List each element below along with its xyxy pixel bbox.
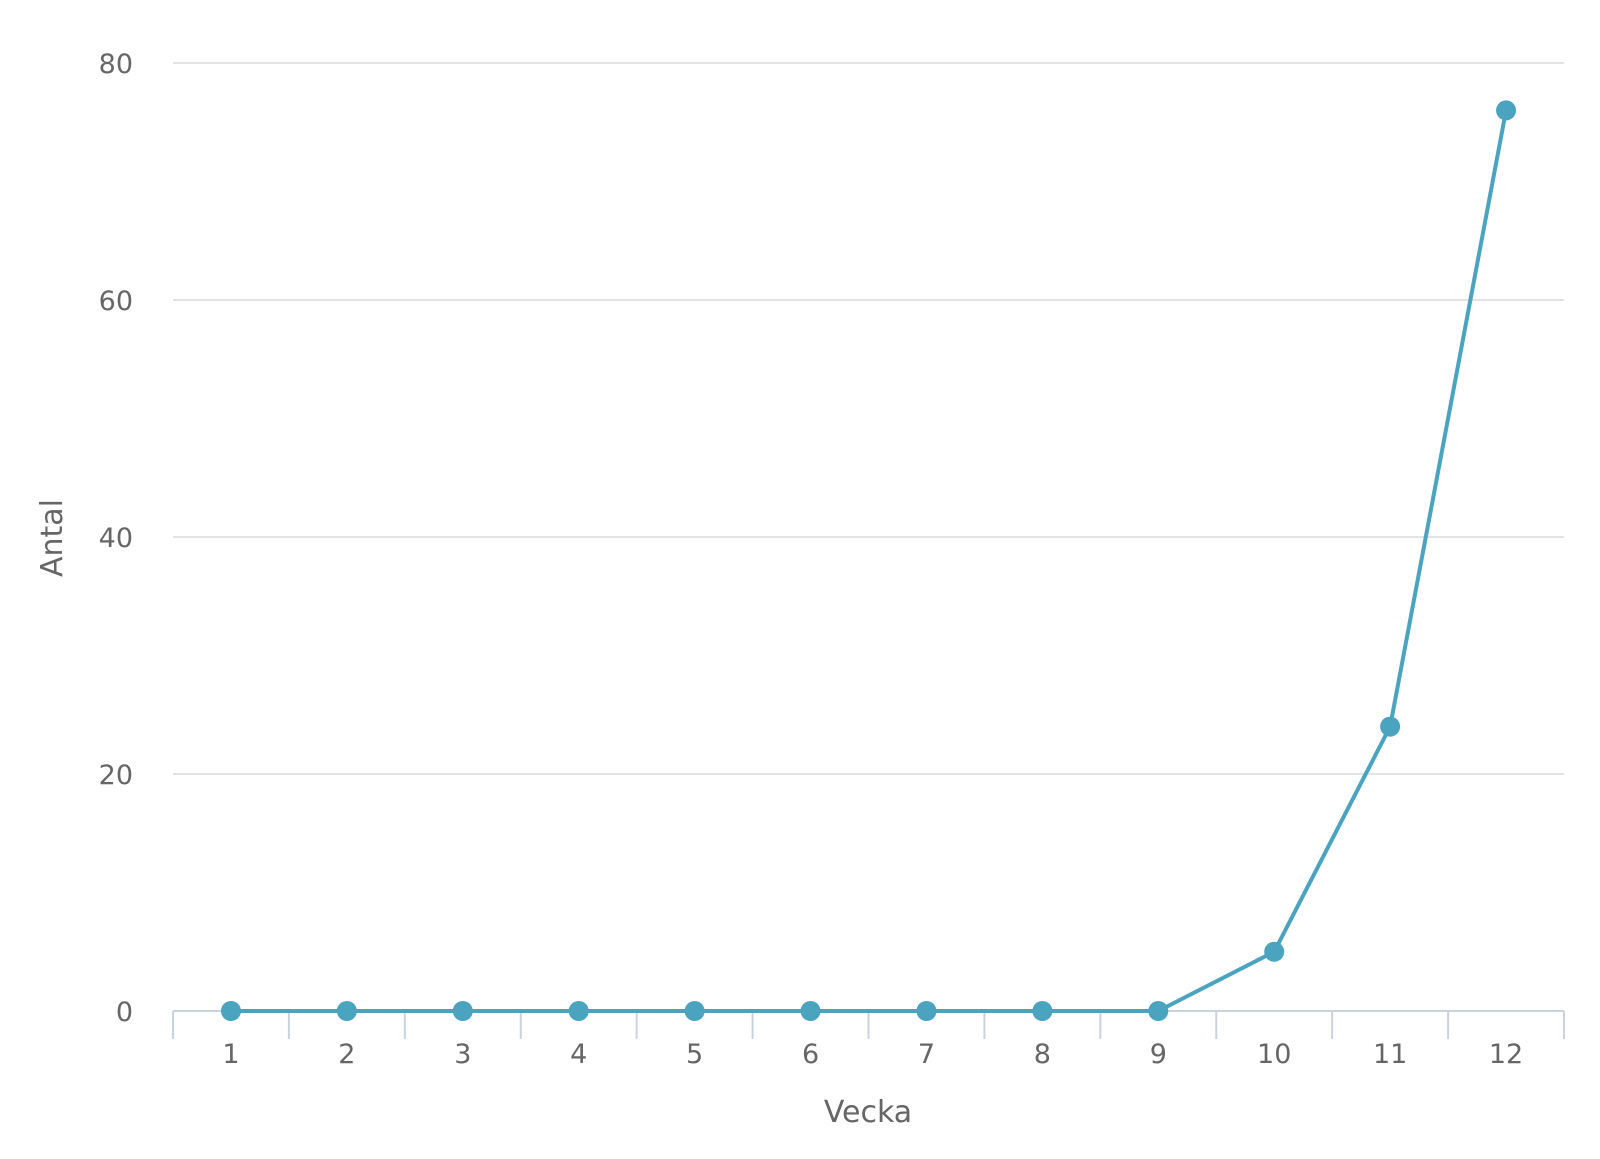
data-point[interactable] — [1032, 1001, 1053, 1021]
data-point[interactable] — [452, 1001, 473, 1021]
data-point[interactable] — [1380, 716, 1401, 737]
x-tick-label: 5 — [686, 1039, 703, 1070]
data-point[interactable] — [336, 1001, 357, 1021]
x-tick-label: 9 — [1150, 1039, 1167, 1070]
x-tick-label: 2 — [338, 1039, 355, 1070]
y-tick-label: 60 — [99, 286, 133, 317]
y-tick-label: 0 — [116, 997, 133, 1028]
series-line — [228, 108, 1509, 1013]
series-layer — [220, 100, 1517, 1021]
y-tick-label: 20 — [99, 760, 133, 791]
x-tick-label: 12 — [1489, 1039, 1523, 1070]
x-tick-label: 3 — [454, 1039, 471, 1070]
data-point[interactable] — [1496, 100, 1517, 121]
x-tick-label: 8 — [1034, 1039, 1051, 1070]
data-point[interactable] — [684, 1001, 705, 1021]
x-tick-label: 11 — [1373, 1039, 1407, 1070]
x-axis-title: Vecka — [824, 1095, 912, 1130]
y-tick-label: 80 — [99, 49, 133, 80]
y-axis-title: Antal — [35, 499, 70, 577]
data-point[interactable] — [568, 1001, 589, 1021]
x-tick-label: 1 — [222, 1039, 239, 1070]
data-point[interactable] — [916, 1001, 937, 1021]
x-tick-label: 6 — [802, 1039, 819, 1070]
x-tick-label: 7 — [918, 1039, 935, 1070]
y-tick-label: 40 — [99, 523, 133, 554]
data-point[interactable] — [1264, 941, 1285, 962]
x-tick-label: 4 — [570, 1039, 587, 1070]
data-point[interactable] — [800, 1001, 821, 1021]
gridlines — [173, 62, 1564, 775]
y-axis: 0 20 40 60 80 — [99, 49, 133, 1028]
data-point[interactable] — [220, 1001, 241, 1021]
x-axis: 1 2 3 4 5 6 7 8 9 10 11 12 — [172, 1010, 1565, 1070]
data-point[interactable] — [1148, 1001, 1169, 1021]
x-tick-label: 10 — [1257, 1039, 1291, 1070]
